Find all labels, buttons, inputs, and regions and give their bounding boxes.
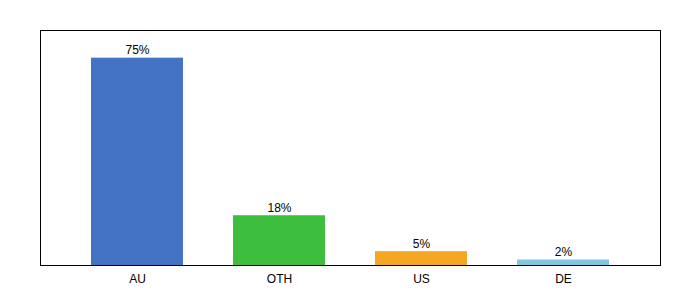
- svg-text:DE: DE: [555, 272, 572, 286]
- svg-text:5%: 5%: [413, 237, 431, 251]
- svg-text:2%: 2%: [555, 245, 573, 259]
- svg-text:AU: AU: [129, 272, 146, 286]
- svg-text:18%: 18%: [267, 201, 291, 215]
- svg-text:OTH: OTH: [267, 272, 292, 286]
- svg-text:75%: 75%: [125, 43, 149, 57]
- svg-text:US: US: [413, 272, 430, 286]
